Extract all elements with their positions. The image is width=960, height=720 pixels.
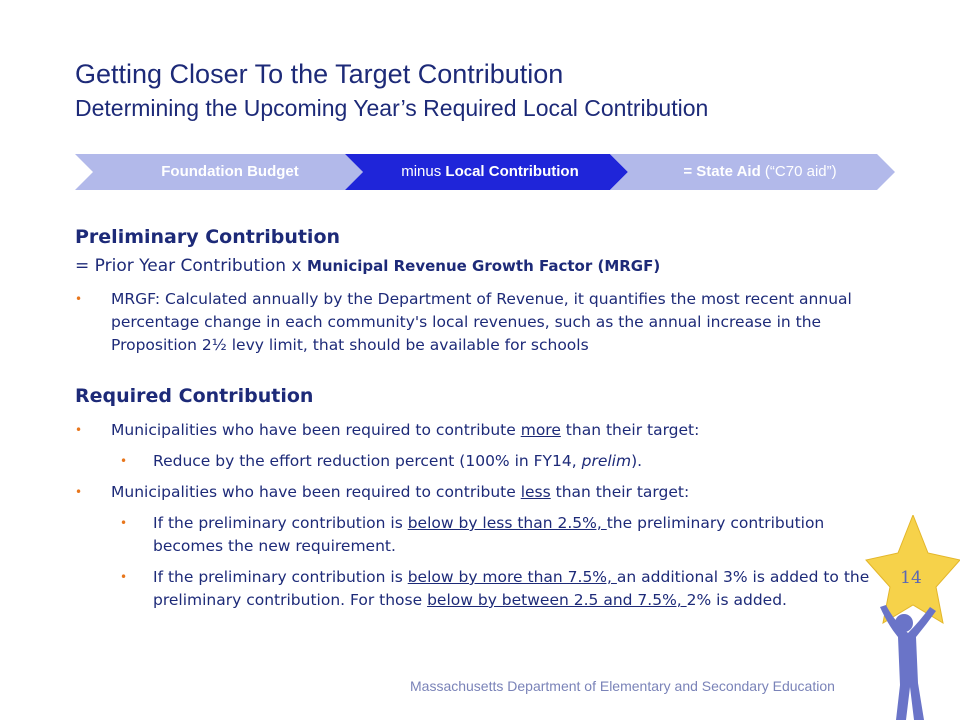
star-icon bbox=[865, 515, 960, 625]
page-subtitle: Determining the Upcoming Year’s Required… bbox=[75, 95, 709, 121]
chevron-label-foundation: Foundation Budget bbox=[161, 163, 299, 180]
chevron-state-aid bbox=[610, 154, 895, 190]
chevron-local-prefix: minus bbox=[401, 163, 446, 180]
bullet-dot: • bbox=[120, 516, 128, 530]
bullet-reduce: • Reduce by the effort reduction percent … bbox=[75, 450, 885, 473]
bullet-dot: • bbox=[120, 454, 128, 468]
preliminary-formula: = Prior Year Contribution x Municipal Re… bbox=[75, 252, 885, 280]
formula-mrgf: Municipal Revenue Growth Factor (MRGF) bbox=[306, 257, 661, 275]
bullet-less-post: than their target: bbox=[550, 483, 690, 501]
required-heading: Required Contribution bbox=[75, 385, 314, 407]
bullet-reduce-pre: Reduce by the effort reduction percent (… bbox=[153, 452, 582, 470]
process-chevrons: Foundation Budget minus Local Contributi… bbox=[75, 154, 895, 190]
chevron-state-rest: (“C70 aid”) bbox=[760, 163, 837, 180]
figure-body-icon bbox=[880, 605, 936, 720]
chevron-local-bold: Local Contribution bbox=[445, 163, 579, 180]
bullet-less: • Municipalities who have been required t… bbox=[75, 481, 885, 504]
formula-prefix: = Prior Year Contribution x bbox=[75, 256, 307, 276]
bullet-dot: • bbox=[75, 292, 83, 306]
bullet-below-pre: If the preliminary contribution is bbox=[153, 514, 408, 532]
preliminary-heading: Preliminary Contribution bbox=[75, 226, 341, 248]
bullet-less-pre: Municipalities who have been required to… bbox=[111, 483, 521, 501]
mrgf-bullet: • MRGF: Calculated annually by the Depart… bbox=[75, 288, 885, 357]
bullet-more75-mid: an additional 3% is added to the prelimi… bbox=[153, 568, 870, 609]
chevron-label-state-aid: = State Aid (“C70 aid”) bbox=[630, 154, 890, 190]
bullet-between-underline: below by between 2.5 and 7.5%, bbox=[427, 591, 687, 609]
bullet-dot: • bbox=[120, 570, 128, 584]
star-figure-logo bbox=[865, 515, 960, 720]
bullet-reduce-italic: prelim bbox=[581, 452, 632, 470]
bullet-more-underline: more bbox=[520, 421, 561, 439]
bullet-more-post: than their target: bbox=[560, 421, 700, 439]
bullet-below-2-5: • If the preliminary contribution is belo… bbox=[75, 512, 885, 558]
chevron-state-bold: = State Aid bbox=[683, 163, 761, 180]
bullet-more: • Municipalities who have been required t… bbox=[75, 419, 885, 442]
bullet-below-underline: below by less than 2.5%, bbox=[407, 514, 607, 532]
chevron-foundation-budget bbox=[75, 154, 363, 190]
bullet-dot: • bbox=[75, 423, 83, 437]
bullet-below-post: the preliminary contribution becomes the… bbox=[153, 514, 825, 555]
page-number: 14 bbox=[900, 568, 922, 588]
slide-body: Preliminary Contribution = Prior Year Co… bbox=[75, 222, 885, 612]
chevron-label-local: minus Local Contribution bbox=[360, 154, 620, 190]
footer-text: Massachusetts Department of Elementary a… bbox=[410, 678, 835, 694]
bullet-reduce-post: ). bbox=[631, 452, 643, 470]
chevron-shapes bbox=[75, 154, 895, 190]
mrgf-text: MRGF: Calculated annually by the Departm… bbox=[111, 290, 852, 354]
bullet-more75-pre: If the preliminary contribution is bbox=[153, 568, 408, 586]
bullet-more-pre: Municipalities who have been required to… bbox=[111, 421, 521, 439]
bullet-below-7-5: • If the preliminary contribution is belo… bbox=[75, 566, 885, 612]
bullet-more75-post: 2% is added. bbox=[686, 591, 787, 609]
chevron-local-contribution bbox=[345, 154, 628, 190]
page-title: Getting Closer To the Target Contributio… bbox=[75, 59, 564, 89]
bullet-dot: • bbox=[75, 485, 83, 499]
bullet-more75-underline: below by more than 7.5%, bbox=[407, 568, 617, 586]
bullet-less-underline: less bbox=[520, 483, 551, 501]
